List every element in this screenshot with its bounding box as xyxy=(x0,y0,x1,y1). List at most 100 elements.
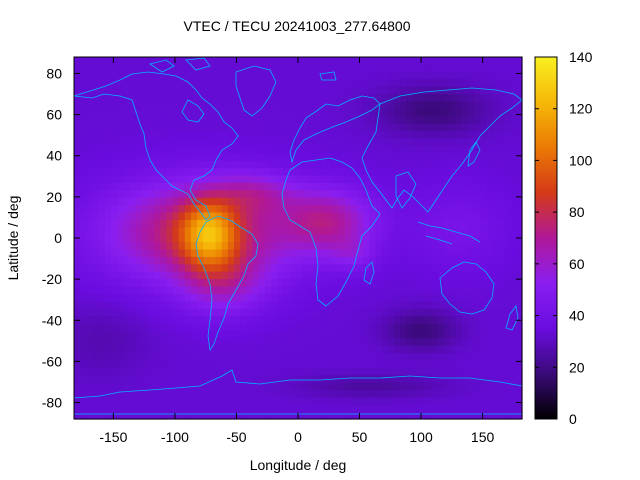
heatmap-cell xyxy=(221,405,229,414)
heatmap-cell xyxy=(197,242,204,251)
heatmap-cell xyxy=(80,397,87,406)
heatmap-cell xyxy=(227,242,235,251)
heatmap-cell xyxy=(480,242,487,251)
heatmap-cell xyxy=(307,205,315,214)
heatmap-cell xyxy=(424,279,432,288)
heatmap-cell xyxy=(110,286,118,295)
heatmap-cell xyxy=(270,249,278,258)
heatmap-cell xyxy=(160,405,167,414)
heatmap-cell xyxy=(289,101,297,110)
heatmap-cell xyxy=(443,197,450,206)
y-tick-label: -40 xyxy=(42,312,62,328)
heatmap-cell xyxy=(363,279,370,288)
heatmap-cell xyxy=(86,227,94,236)
heatmap-cell xyxy=(160,116,167,125)
heatmap-cell xyxy=(394,64,401,73)
heatmap-cell xyxy=(74,279,81,288)
heatmap-cell xyxy=(381,293,389,302)
heatmap-cell xyxy=(104,293,112,302)
heatmap-cell xyxy=(400,94,407,103)
heatmap-cell xyxy=(98,316,106,325)
heatmap-cell xyxy=(400,79,407,88)
heatmap-cell xyxy=(474,338,481,347)
heatmap-cell xyxy=(154,153,161,162)
heatmap-cell xyxy=(289,345,297,354)
heatmap-cell xyxy=(510,367,518,376)
heatmap-cell xyxy=(424,301,432,310)
heatmap-cell xyxy=(166,382,174,391)
heatmap-cell xyxy=(160,353,167,362)
heatmap-cell xyxy=(350,108,358,117)
heatmap-cell xyxy=(178,190,186,199)
heatmap-cell xyxy=(406,108,414,117)
heatmap-cell xyxy=(258,264,266,273)
heatmap-cell xyxy=(486,405,494,414)
heatmap-cell xyxy=(147,86,155,95)
coastline-asia xyxy=(361,87,523,213)
heatmap-cell xyxy=(381,79,389,88)
heatmap-cell xyxy=(160,345,167,354)
heatmap-cell xyxy=(510,323,518,332)
heatmap-cell xyxy=(240,316,247,325)
heatmap-cell xyxy=(270,64,278,73)
heatmap-cell xyxy=(289,145,297,154)
heatmap-cell xyxy=(160,286,167,295)
heatmap-cell xyxy=(289,286,297,295)
heatmap-cell xyxy=(350,390,358,399)
heatmap-cell xyxy=(264,242,272,251)
heatmap-cell xyxy=(400,249,407,258)
heatmap-cell xyxy=(277,345,284,354)
heatmap-cell xyxy=(424,405,432,414)
heatmap-cell xyxy=(264,375,272,384)
heatmap-cell xyxy=(418,323,426,332)
heatmap-cell xyxy=(172,397,180,406)
heatmap-cell xyxy=(474,131,481,140)
colorbar-tick-label: 100 xyxy=(569,152,593,168)
heatmap-cell xyxy=(172,338,180,347)
heatmap-cell xyxy=(369,330,377,339)
heatmap-cell xyxy=(264,205,272,214)
heatmap-cell xyxy=(437,316,444,325)
heatmap-cell xyxy=(234,412,241,420)
heatmap-cell xyxy=(123,301,130,310)
heatmap-cell xyxy=(147,227,155,236)
heatmap-cell xyxy=(227,94,235,103)
heatmap-cell xyxy=(498,353,506,362)
heatmap-cell xyxy=(400,190,407,199)
heatmap-cell xyxy=(277,323,284,332)
heatmap-cell xyxy=(295,382,303,391)
heatmap-cell xyxy=(467,227,475,236)
heatmap-cell xyxy=(172,197,180,206)
heatmap-cell xyxy=(461,412,469,420)
heatmap-cell xyxy=(412,323,420,332)
heatmap-cell xyxy=(209,131,217,140)
heatmap-cell xyxy=(449,57,457,65)
heatmap-cell xyxy=(381,397,389,406)
heatmap-cell xyxy=(184,242,192,251)
heatmap-cell xyxy=(418,205,426,214)
heatmap-cell xyxy=(209,353,217,362)
coastline-greenland xyxy=(235,65,277,117)
heatmap-cell xyxy=(449,242,457,251)
heatmap-cell xyxy=(92,101,100,110)
heatmap-cell xyxy=(172,286,180,295)
heatmap-cell xyxy=(234,330,241,339)
heatmap-cell xyxy=(80,412,87,420)
heatmap-cell xyxy=(234,219,241,228)
heatmap-cell xyxy=(264,234,272,243)
heatmap-cell xyxy=(234,338,241,347)
heatmap-cell xyxy=(135,197,143,206)
heatmap-cell xyxy=(184,397,192,406)
heatmap-cell xyxy=(394,108,401,117)
heatmap-cell xyxy=(98,101,106,110)
heatmap-cell xyxy=(190,323,198,332)
heatmap-cell xyxy=(289,382,297,391)
heatmap-cell xyxy=(461,234,469,243)
heatmap-cell xyxy=(215,71,223,80)
heatmap-cell xyxy=(461,212,469,221)
heatmap-cell xyxy=(307,323,315,332)
heatmap-cell xyxy=(430,279,438,288)
heatmap-cell xyxy=(98,271,106,280)
heatmap-cell xyxy=(289,138,297,147)
heatmap-cell xyxy=(80,86,87,95)
